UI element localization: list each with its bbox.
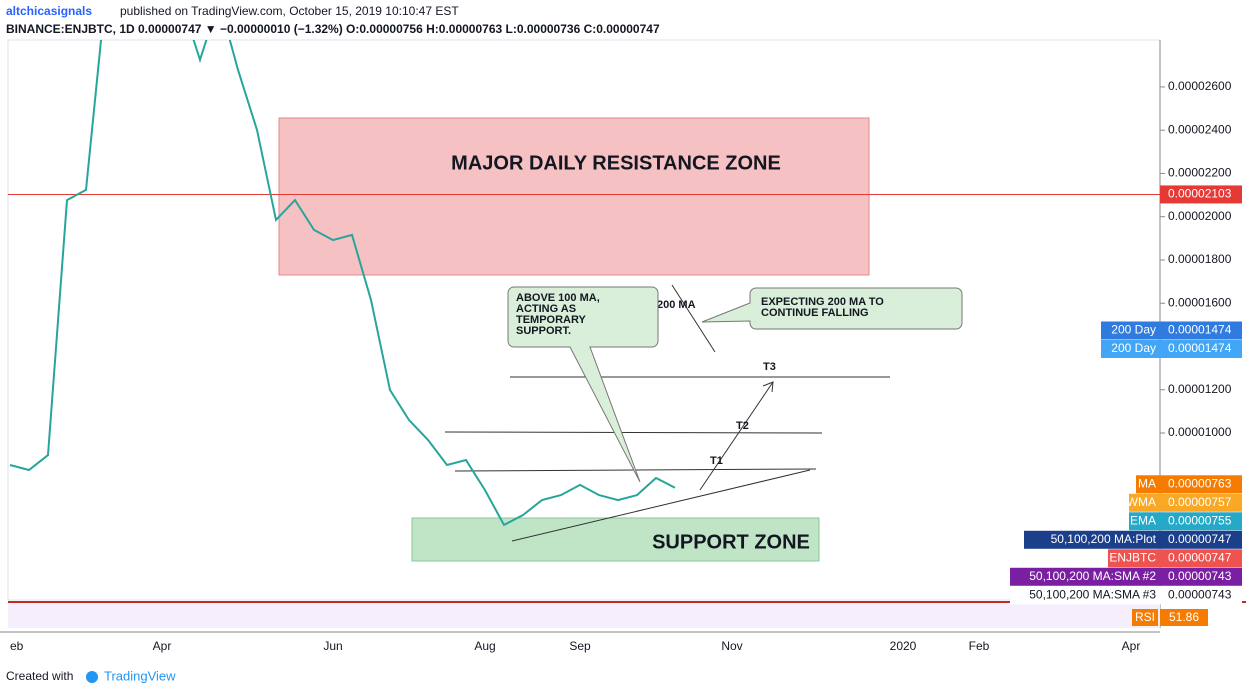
marker-name: 200 Day xyxy=(1111,341,1156,355)
arrow-head xyxy=(762,381,774,393)
marker-value: 0.00000755 xyxy=(1168,513,1232,527)
marker-name-box xyxy=(1010,567,1160,586)
brand: TradingView xyxy=(104,668,176,683)
target-label: T3 xyxy=(763,361,776,373)
marker-name: WMA xyxy=(1127,495,1156,509)
marker-value-box xyxy=(1160,321,1242,340)
rsi-pane xyxy=(8,603,1160,628)
marker-name: EMA xyxy=(1130,513,1156,527)
symbol-line: BINANCE:ENJBTC, 1D 0.00000747 ▼ −0.00000… xyxy=(6,22,660,36)
rsi-name-box xyxy=(1132,609,1158,626)
marker-value-box xyxy=(1160,475,1242,494)
x-tick-label: eb xyxy=(10,639,24,653)
price-label: 0.00002103 xyxy=(1168,187,1232,201)
x-tick-label: Jun xyxy=(323,639,342,653)
callout-text: ACTING AS xyxy=(516,303,576,315)
marker-value: 0.00001474 xyxy=(1168,323,1232,337)
target-line xyxy=(444,431,823,434)
y-tick-label: 0.00002200 xyxy=(1168,166,1232,180)
publisher: altchicasignals xyxy=(6,4,92,18)
x-tick-label: Apr xyxy=(1122,639,1141,653)
x-tick-label: Aug xyxy=(474,639,495,653)
callout xyxy=(507,286,659,483)
marker-value: 0.00000747 xyxy=(1168,550,1232,564)
y-tick-label: 0.00001000 xyxy=(1168,425,1232,439)
series-group xyxy=(9,40,676,527)
y-tick-label: 0.00002000 xyxy=(1168,209,1232,223)
marker-name-box xyxy=(1101,321,1160,340)
callout-text: EXPECTING 200 MA TO xyxy=(761,296,884,308)
marker-value-box xyxy=(1160,339,1242,358)
marker-name: MA xyxy=(1138,476,1156,490)
y-tick-label: 0.00001200 xyxy=(1168,382,1232,396)
callout-text: TEMPORARY xyxy=(516,314,587,326)
marker-name-box xyxy=(1024,530,1160,549)
rsi-value: 51.86 xyxy=(1169,610,1199,624)
marker-value-box xyxy=(1160,493,1242,512)
marker-name-box xyxy=(1136,475,1160,494)
y-tick-label: 0.00001600 xyxy=(1168,295,1232,309)
target-label: T2 xyxy=(736,420,749,432)
x-tick-label: Sep xyxy=(569,639,591,653)
marker-name: 50,100,200 MA:SMA #2 xyxy=(1029,569,1156,583)
marker-value-box xyxy=(1160,512,1242,531)
marker-name-box xyxy=(1129,512,1160,531)
resistance-zone xyxy=(278,117,870,276)
target-label: T1 xyxy=(710,455,723,467)
x-tick-label: Nov xyxy=(721,639,742,653)
y-tick-label: 0.00002600 xyxy=(1168,79,1232,93)
marker-value: 0.00000743 xyxy=(1168,587,1232,601)
arrow xyxy=(699,381,774,491)
brand-logo xyxy=(86,671,98,683)
marker-value: 0.00000743 xyxy=(1168,569,1232,583)
callout-text: SUPPORT. xyxy=(516,325,571,337)
x-tick-label: 2020 xyxy=(890,639,917,653)
price-label-box xyxy=(1160,185,1242,204)
rsi-value-box xyxy=(1160,609,1208,626)
marker-name: 50,100,200 MA:Plot xyxy=(1051,532,1157,546)
marker-value: 0.00000763 xyxy=(1168,476,1232,490)
marker-value: 0.00000757 xyxy=(1168,495,1232,509)
callout xyxy=(701,287,963,330)
callout-text: CONTINUE FALLING xyxy=(761,307,869,319)
credit: Created with xyxy=(6,669,73,683)
x-tick-label: Feb xyxy=(969,639,990,653)
callout-text: ABOVE 100 MA, xyxy=(516,292,600,304)
marker-value: 0.00001474 xyxy=(1168,341,1232,355)
y-tick-label: 0.00001800 xyxy=(1168,252,1232,266)
marker-name: ENJBTC xyxy=(1109,550,1156,564)
marker-value-box xyxy=(1160,567,1242,586)
x-tick-label: Apr xyxy=(153,639,172,653)
support-label: SUPPORT ZONE xyxy=(652,531,810,553)
marker-name-box xyxy=(1010,586,1160,605)
resistance-label: MAJOR DAILY RESISTANCE ZONE xyxy=(451,152,781,174)
price-line-series xyxy=(9,40,676,527)
marker-name-box xyxy=(1129,493,1160,512)
marker-name-box xyxy=(1101,339,1160,358)
marker-value-box xyxy=(1160,530,1242,549)
rsi-name: RSI xyxy=(1135,610,1155,624)
arrow xyxy=(671,284,716,353)
y-tick-label: 0.00002400 xyxy=(1168,122,1232,136)
marker-name: 200 Day xyxy=(1111,323,1156,337)
marker-name: 50,100,200 MA:SMA #3 xyxy=(1029,587,1156,601)
marker-value-box xyxy=(1160,586,1242,605)
published-text: published on TradingView.com, October 15… xyxy=(120,4,459,18)
marker-value: 0.00000747 xyxy=(1168,532,1232,546)
support-zone xyxy=(411,517,820,562)
marker-value-box xyxy=(1160,549,1242,568)
marker-name-box xyxy=(1108,549,1160,568)
trend-line xyxy=(511,469,811,542)
ma-label: 200 MA xyxy=(657,299,696,311)
